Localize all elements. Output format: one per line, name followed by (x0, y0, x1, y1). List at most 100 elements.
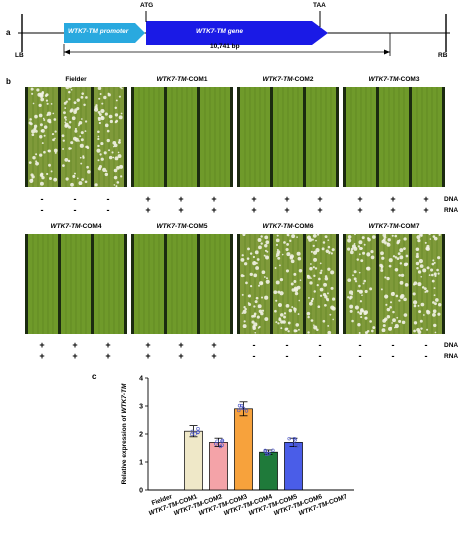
dna-sign: - (358, 340, 362, 350)
bar (284, 442, 303, 491)
taa-label: TAA (313, 2, 326, 9)
dna-sign: + (39, 340, 45, 350)
data-point (271, 448, 275, 453)
bar (184, 430, 203, 491)
leaf-panel-title: WTK7-TM-COM3 (368, 76, 420, 83)
dna-sign: + (145, 194, 151, 204)
leaf-panel-title: WTK7-TM-COM4 (50, 223, 102, 230)
rna-sign: + (178, 351, 184, 361)
rna-sign: + (317, 205, 323, 215)
atg-label: ATG (140, 2, 154, 9)
data-point (237, 408, 241, 413)
data-point (239, 406, 243, 410)
dna-sign: + (145, 340, 151, 350)
y-axis-label: Relative expression of WTK7-TM (121, 383, 128, 484)
leaf-panel-title: WTK7-TM-COM6 (262, 223, 314, 230)
construct-diagram (18, 11, 450, 56)
dna-sign: + (72, 340, 78, 350)
leaf-panel-title: WTK7-TM-COM5 (156, 223, 208, 230)
rna-sign: + (105, 351, 111, 361)
dna-sign: + (211, 194, 217, 204)
data-point (196, 427, 200, 431)
dna-sign: - (285, 340, 289, 350)
rna-sign: + (284, 205, 290, 215)
data-point (292, 436, 297, 441)
dna-sign: - (73, 194, 77, 204)
data-point (296, 443, 300, 448)
leaf-panel-title: Fielder (65, 76, 87, 83)
gene-label: WTK7-TM gene (196, 28, 243, 35)
healthy-leaf-image (25, 234, 127, 334)
dna-sign: + (211, 340, 217, 350)
dna-sign: + (251, 194, 257, 204)
promoter-label: WTK7-TM promoter (68, 28, 129, 35)
rna-row-label-top: RNA (444, 207, 459, 214)
rna-sign: + (423, 205, 429, 215)
rna-sign: - (318, 351, 322, 361)
data-point (263, 448, 267, 453)
rna-sign: - (285, 351, 289, 361)
dna-sign: - (252, 340, 256, 350)
dna-sign: + (105, 340, 111, 350)
data-point (193, 432, 197, 436)
bar (259, 451, 278, 491)
panel-label-c: c (92, 372, 97, 381)
dna-sign: - (40, 194, 44, 204)
rna-sign: + (72, 351, 78, 361)
rna-sign: - (391, 351, 395, 361)
data-point (215, 439, 219, 443)
leaf-panel-title: WTK7-TM-COM7 (368, 223, 420, 230)
rna-sign: + (211, 205, 217, 215)
dna-sign: - (391, 340, 395, 350)
data-point (244, 409, 249, 413)
rna-sign: + (178, 205, 184, 215)
rna-sign: - (358, 351, 362, 361)
data-point (214, 442, 218, 446)
dna-sign: + (317, 194, 323, 204)
rna-sign: - (252, 351, 256, 361)
rna-sign: + (39, 351, 45, 361)
dna-sign: + (390, 194, 396, 204)
y-tick-label: 4 (139, 376, 143, 383)
leaf-panel-title: WTK7-TM-COM1 (156, 76, 208, 83)
dna-sign: - (318, 340, 322, 350)
dna-sign: + (423, 194, 429, 204)
infected-leaf-image (25, 87, 127, 187)
dna-sign: - (106, 194, 110, 204)
data-point (190, 429, 194, 434)
data-point (287, 436, 291, 441)
dna-sign: + (357, 194, 363, 204)
dna-sign: + (178, 194, 184, 204)
data-point (267, 451, 271, 456)
length-arrow-right-head (384, 49, 390, 55)
length-arrow-left-head (64, 49, 70, 55)
data-point (237, 403, 242, 408)
rna-sign: + (357, 205, 363, 215)
bar (234, 408, 253, 491)
rna-row-label-bottom: RNA (444, 353, 459, 360)
data-point (220, 439, 224, 444)
data-point (263, 449, 267, 454)
rna-sign: - (40, 205, 44, 215)
rna-sign: + (211, 351, 217, 361)
data-point (196, 430, 200, 434)
infected-leaf-image (343, 234, 445, 334)
lb-label: LB (15, 52, 24, 59)
y-tick-label: 0 (139, 488, 143, 495)
dna-sign: + (178, 340, 184, 350)
rna-sign: - (424, 351, 428, 361)
rna-sign: + (251, 205, 257, 215)
y-tick-label: 3 (139, 404, 143, 411)
healthy-leaf-image (343, 87, 445, 187)
healthy-leaf-image (237, 87, 339, 187)
bar (209, 442, 228, 491)
y-tick-label: 1 (139, 460, 143, 467)
rna-sign: + (145, 351, 151, 361)
data-point (220, 443, 224, 447)
healthy-leaf-image (131, 234, 233, 334)
dna-sign: - (424, 340, 428, 350)
promoter-arrow (64, 23, 145, 43)
y-tick-label: 2 (139, 432, 143, 439)
dna-row-label-top: DNA (444, 196, 459, 203)
gene-arrow (146, 21, 328, 45)
